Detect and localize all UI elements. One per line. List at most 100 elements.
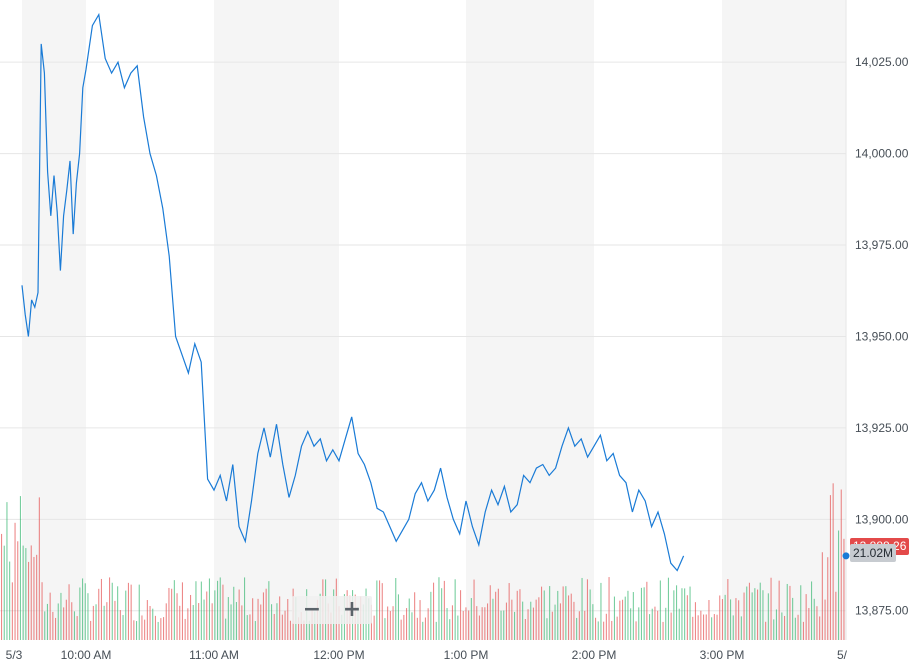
volume-bar xyxy=(686,595,688,640)
volume-bar xyxy=(414,592,416,640)
volume-bar xyxy=(819,616,821,640)
volume-bar xyxy=(376,580,378,640)
volume-bar xyxy=(252,598,254,640)
volume-bar xyxy=(843,538,845,640)
volume-bar xyxy=(19,496,21,640)
volume-bar xyxy=(300,611,302,640)
volume-bar xyxy=(565,586,567,640)
volume-bar xyxy=(549,586,551,640)
volume-bar xyxy=(773,619,775,640)
volume-bar xyxy=(389,611,391,640)
volume-bar xyxy=(611,620,613,640)
volume-bar xyxy=(589,589,591,640)
volume-bar xyxy=(492,598,494,640)
x-tick-label: 1:00 PM xyxy=(444,648,489,661)
volume-bar xyxy=(154,615,156,640)
volume-bar xyxy=(141,615,143,640)
volume-bar xyxy=(206,591,208,640)
volume-bar xyxy=(314,611,316,640)
volume-bar xyxy=(379,580,381,640)
volume-bar xyxy=(249,614,251,640)
volume-bar xyxy=(600,582,602,640)
price-series-line xyxy=(21,12,685,572)
volume-bar xyxy=(422,621,424,640)
volume-bar xyxy=(708,600,710,640)
volume-bar xyxy=(684,588,686,640)
volume-bar xyxy=(748,582,750,640)
volume-bar xyxy=(740,616,742,640)
volume-bar xyxy=(454,579,456,640)
volume-bar xyxy=(443,580,445,640)
x-axis: 5/3 10:00 AM 11:00 AM 12:00 PM 1:00 PM 2:00 P… xyxy=(6,648,848,661)
volume-bar xyxy=(678,608,680,640)
volume-bar xyxy=(605,613,607,640)
volume-bar xyxy=(17,541,19,640)
zoom-in-button[interactable]: + xyxy=(342,597,362,622)
volume-bar xyxy=(187,608,189,640)
volume-bar xyxy=(732,615,734,640)
volume-bar xyxy=(125,590,127,640)
volume-bar xyxy=(192,605,194,640)
volume-bar xyxy=(184,618,186,640)
volume-bar xyxy=(619,600,621,640)
volume-bar xyxy=(127,582,129,640)
volume-bar xyxy=(608,577,610,640)
volume-bar xyxy=(487,603,489,640)
session-band xyxy=(22,0,86,640)
volume-bar xyxy=(284,610,286,640)
volume-bar xyxy=(546,618,548,640)
volume-bar xyxy=(595,617,597,640)
volume-bar xyxy=(632,592,634,640)
session-band xyxy=(722,0,846,640)
volume-bar xyxy=(433,582,435,640)
volume-bar xyxy=(406,608,408,640)
volume-bar xyxy=(676,585,678,640)
volume-bar xyxy=(451,605,453,640)
volume-bar xyxy=(519,589,521,640)
volume-bar xyxy=(697,615,699,640)
volume-bar xyxy=(435,621,437,640)
volume-bar xyxy=(792,597,794,640)
volume-bar xyxy=(832,483,834,640)
volume-bar xyxy=(149,605,151,640)
volume-bar xyxy=(481,607,483,640)
volume-bar xyxy=(554,604,556,640)
volume-bar xyxy=(592,604,594,640)
volume-bar xyxy=(789,585,791,640)
volume-bar xyxy=(238,589,240,640)
volume-bar xyxy=(829,495,831,640)
volume-bar xyxy=(57,603,59,640)
volume-bar xyxy=(786,583,788,640)
volume-bar xyxy=(84,583,86,640)
volume-bar xyxy=(775,609,777,640)
volume-bar xyxy=(489,585,491,640)
volume-bar xyxy=(692,616,694,640)
volume-bar xyxy=(214,590,216,640)
volume-bar xyxy=(130,584,132,640)
volume-bar xyxy=(92,605,94,640)
zoom-out-button[interactable]: − xyxy=(302,597,322,622)
volume-bar xyxy=(657,610,659,640)
volume-bar xyxy=(500,610,502,640)
volume-bar xyxy=(751,592,753,640)
volume-bar xyxy=(524,618,526,640)
volume-bar xyxy=(654,606,656,640)
volume-bar xyxy=(473,579,475,640)
volume-bar xyxy=(287,599,289,640)
volume-bar xyxy=(665,607,667,640)
volume-bar xyxy=(100,578,102,640)
volume-bar xyxy=(638,607,640,640)
volume-bar xyxy=(824,599,826,640)
volume-bar xyxy=(198,603,200,640)
last-volume-badge: 21.02M xyxy=(850,544,897,562)
volume-bar xyxy=(802,621,804,640)
volume-bar xyxy=(222,584,224,640)
volume-bar xyxy=(616,616,618,640)
volume-bar xyxy=(82,578,84,640)
volume-bar xyxy=(289,620,291,640)
y-tick-label: 13,925.00 xyxy=(855,421,909,435)
volume-bar xyxy=(308,620,310,640)
volume-bar xyxy=(622,599,624,640)
volume-bar xyxy=(387,606,389,640)
